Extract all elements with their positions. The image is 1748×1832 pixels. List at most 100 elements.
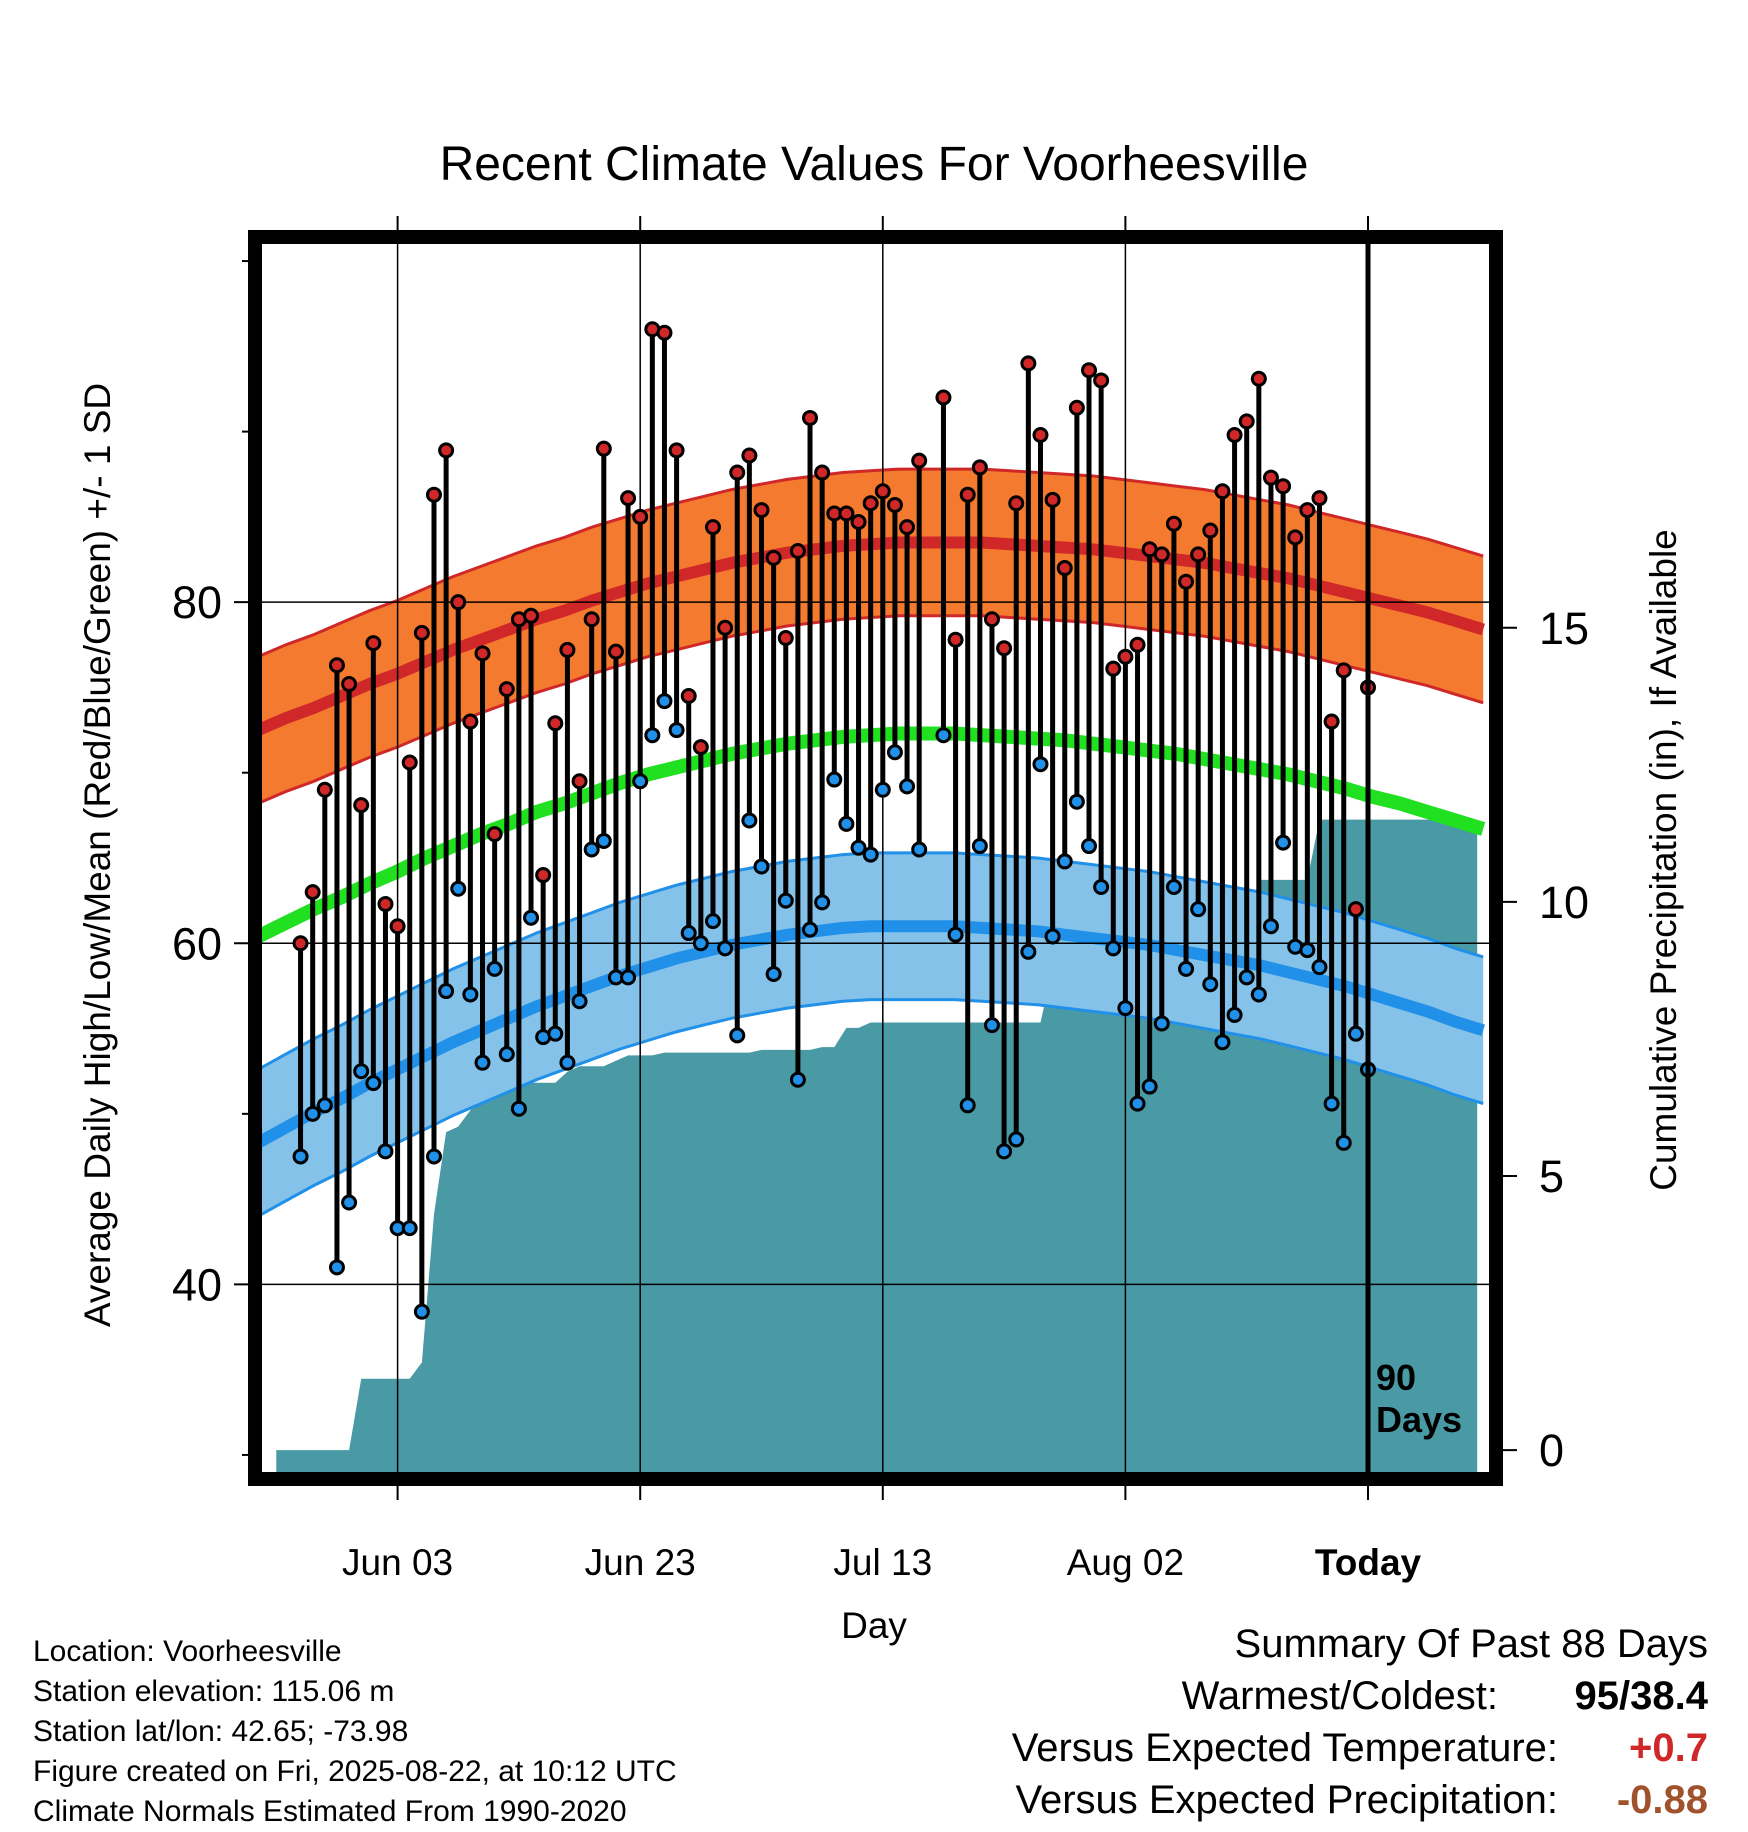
- daily-low-point: [1214, 1034, 1231, 1051]
- y-left-tick-label: 60: [172, 918, 222, 969]
- daily-low-point: [1250, 986, 1267, 1003]
- daily-high-point: [983, 611, 1000, 628]
- daily-high-point: [304, 884, 321, 901]
- daily-low-point: [620, 969, 637, 986]
- daily-high-point: [1226, 427, 1243, 444]
- daily-low-point: [680, 925, 697, 942]
- daily-low-point: [498, 1046, 515, 1063]
- daily-low-point: [328, 1259, 345, 1276]
- daily-low-point: [510, 1100, 527, 1117]
- daily-high-point: [874, 483, 891, 500]
- daily-low-point: [1020, 943, 1037, 960]
- daily-high-point: [353, 797, 370, 814]
- daily-high-point: [789, 543, 806, 559]
- daily-low-point: [1068, 793, 1085, 810]
- daily-high-point: [413, 624, 430, 641]
- daily-high-point: [947, 631, 964, 648]
- daily-low-point: [1335, 1134, 1352, 1151]
- plot-frame: [248, 230, 1503, 1486]
- daily-high-point: [729, 464, 746, 481]
- daily-low-point: [765, 965, 782, 982]
- summary-panel: Summary Of Past 88 Days Warmest/Coldest:…: [808, 1622, 1708, 1830]
- daily-low-point: [1347, 1025, 1364, 1042]
- daily-high-point: [1311, 490, 1328, 507]
- daily-high-point: [777, 629, 794, 646]
- summary-precip-row: Versus Expected Precipitation: -0.88: [808, 1778, 1708, 1830]
- daily-low-point: [1117, 1000, 1134, 1017]
- daily-low-point: [959, 1097, 976, 1114]
- daily-low-point: [656, 693, 673, 710]
- daily-high-point: [462, 713, 479, 730]
- daily-high-point: [1202, 522, 1219, 539]
- daily-low-point: [644, 727, 661, 744]
- created-text: Figure created on Fri, 2025-08-22, at 10…: [33, 1755, 677, 1788]
- daily-low-point: [983, 1017, 1000, 1034]
- daily-high-point: [862, 495, 879, 512]
- daily-low-point: [1153, 1015, 1170, 1032]
- daily-high-point: [753, 502, 770, 519]
- daily-low-point: [595, 832, 612, 849]
- today-days-label: 90 Days: [1376, 1357, 1462, 1440]
- daily-high-point: [316, 781, 333, 798]
- daily-high-point: [1068, 399, 1085, 416]
- x-tick-label: Today: [1315, 1542, 1422, 1583]
- daily-low-point: [704, 913, 721, 930]
- daily-high-point: [607, 643, 624, 660]
- daily-high-point: [1081, 362, 1098, 379]
- daily-low-point: [1262, 918, 1279, 935]
- y-left-tick-label: 40: [172, 1259, 222, 1310]
- daily-high-point: [595, 440, 612, 457]
- summary-warm-cold-row: Warmest/Coldest: 95/38.4: [808, 1674, 1708, 1726]
- x-tick-label: Jul 13: [833, 1542, 932, 1583]
- plot-area: 90 Days 40 60 80 0 5 10 15 Jun 03 Jun 23 Jul 13 Aug …: [172, 216, 1589, 1583]
- daily-low-point: [753, 858, 770, 875]
- daily-low-point: [789, 1071, 806, 1088]
- precip-deviation-label: Versus Expected Precipitation:: [1015, 1778, 1558, 1822]
- location-text: Location: Voorheesville: [33, 1635, 342, 1668]
- daily-low-point: [304, 1105, 321, 1122]
- daily-high-point: [692, 739, 709, 756]
- daily-high-point: [389, 918, 406, 935]
- daily-low-point: [425, 1148, 442, 1165]
- daily-low-point: [413, 1303, 430, 1320]
- daily-low-point: [741, 812, 758, 829]
- daily-high-point: [1262, 469, 1279, 486]
- daily-high-point: [971, 459, 988, 476]
- daily-high-point: [328, 657, 345, 674]
- daily-low-point: [1190, 901, 1207, 918]
- precip-deviation-value: -0.88: [1616, 1778, 1708, 1822]
- daily-low-point: [899, 778, 916, 795]
- daily-low-point: [316, 1097, 333, 1114]
- daily-high-point: [1020, 355, 1037, 372]
- daily-high-point: [620, 490, 637, 507]
- daily-low-point: [450, 880, 467, 897]
- daily-low-point: [814, 894, 831, 911]
- y-axis-right-label: Cumulative Precipitation (in), If Availa…: [1643, 529, 1684, 1191]
- daily-low-point: [1226, 1006, 1243, 1023]
- daily-high-point: [1165, 515, 1182, 532]
- daily-high-point: [656, 324, 673, 341]
- summary-title: Summary Of Past 88 Days: [1234, 1622, 1708, 1666]
- daily-high-point: [365, 635, 382, 652]
- daily-high-point: [668, 442, 685, 459]
- daily-low-point: [1238, 969, 1255, 986]
- daily-high-point: [486, 826, 503, 843]
- daily-high-point: [1347, 901, 1364, 918]
- daily-low-point: [935, 727, 952, 744]
- normals-text: Climate Normals Estimated From 1990-2020: [33, 1795, 627, 1828]
- daily-high-point: [1323, 713, 1340, 730]
- daily-high-point: [1153, 546, 1170, 563]
- daily-high-point: [632, 508, 649, 525]
- daily-high-point: [377, 896, 394, 913]
- daily-high-point: [1335, 662, 1352, 679]
- daily-high-point: [1250, 370, 1267, 387]
- daily-high-point: [1287, 529, 1304, 546]
- daily-high-point: [814, 464, 831, 481]
- daily-high-point: [1178, 573, 1195, 590]
- daily-high-point: [959, 486, 976, 503]
- daily-high-point: [911, 452, 928, 469]
- daily-high-point: [1275, 478, 1292, 495]
- daily-high-point: [899, 519, 916, 536]
- today-days-label-line: 90: [1376, 1357, 1416, 1398]
